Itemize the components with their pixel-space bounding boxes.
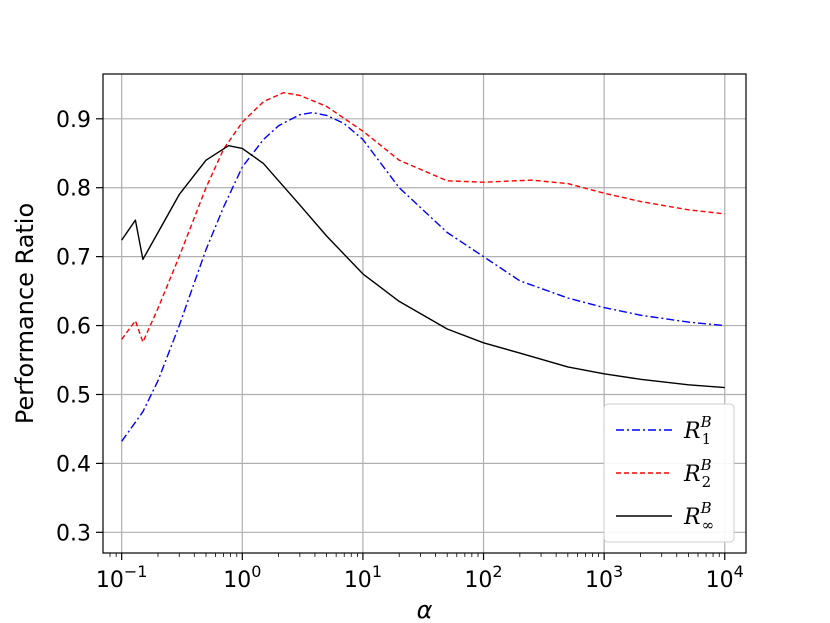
y-tick-label: 0.5 <box>56 383 91 408</box>
x-tick-label: 101 <box>344 562 382 593</box>
x-tick-label: 10−1 <box>96 562 148 593</box>
grid-lines <box>103 74 746 553</box>
x-tick-label: 104 <box>706 562 744 593</box>
y-tick-label: 0.9 <box>56 108 91 133</box>
y-tick-label: 0.3 <box>56 521 91 546</box>
series-line-1 <box>121 111 725 442</box>
axis-ticks: 10−1 100 101 102 103 104 0.3 0.4 0.5 0.6 0.7 0.8 0.9 <box>56 108 744 593</box>
series-line-3 <box>121 145 725 389</box>
y-axis-label: Performance Ratio <box>11 203 39 424</box>
x-tick-label: 100 <box>223 562 261 593</box>
y-tick-label: 0.8 <box>56 177 91 202</box>
y-tick-label: 0.4 <box>56 452 91 477</box>
x-tick-label: 103 <box>585 562 623 593</box>
series-lines <box>121 91 725 442</box>
series-line-2 <box>121 91 725 343</box>
legend: RB 1 RB 2 RB ∞ <box>603 403 735 543</box>
legend-label-1: RB 1 <box>683 413 712 448</box>
legend-label-2: RB 2 <box>683 456 712 491</box>
y-tick-label: 0.6 <box>56 315 91 340</box>
x-axis-label: α <box>417 596 433 623</box>
legend-label-3: RB ∞ <box>683 499 714 534</box>
plot-area-frame <box>102 73 747 554</box>
y-tick-label: 0.7 <box>56 246 91 271</box>
x-tick-label: 102 <box>464 562 502 593</box>
